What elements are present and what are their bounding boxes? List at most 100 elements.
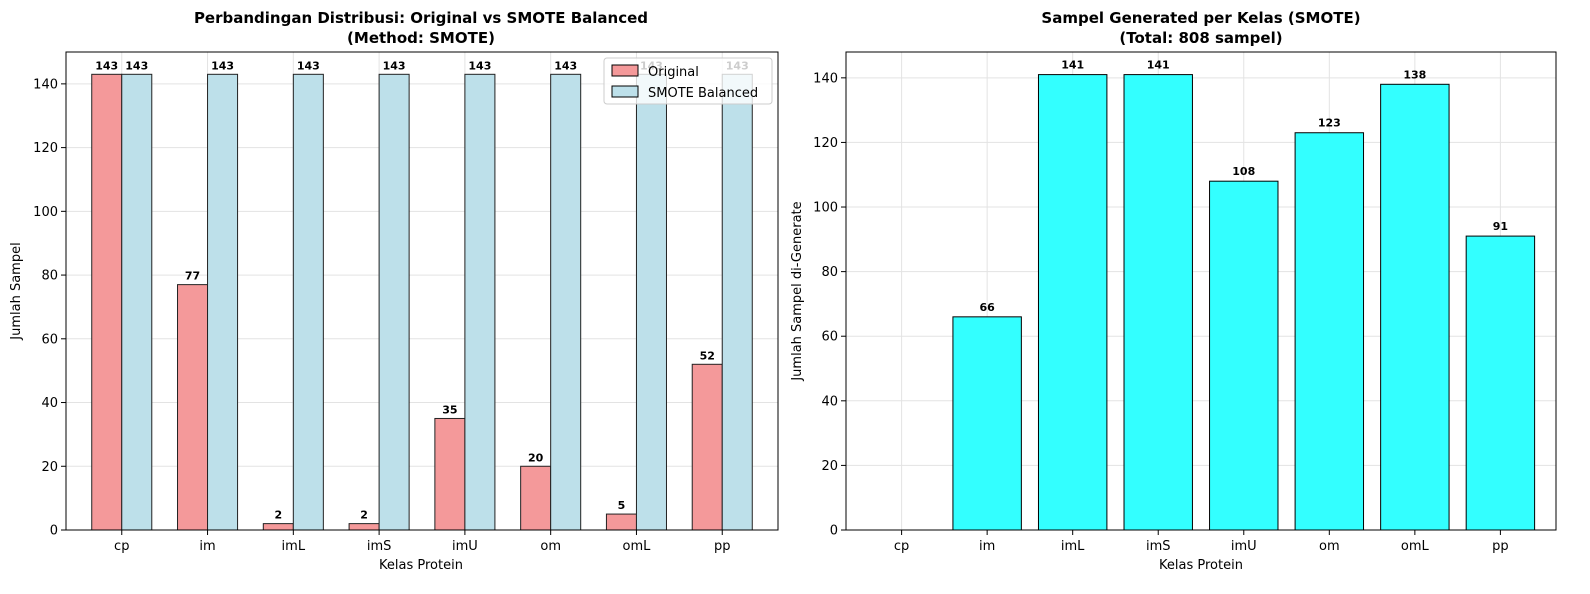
y-tick-label: 0 (50, 524, 58, 539)
chart-generated-per-class: Sampel Generated per Kelas (SMOTE) (Tota… (790, 9, 1557, 573)
x-tick-label: pp (1492, 539, 1509, 554)
x-tick-label: om (1319, 539, 1340, 554)
x-tick-label: imS (1146, 539, 1171, 554)
bar-original (262, 523, 294, 531)
bar-value-label: 143 (554, 59, 577, 72)
y-tick-label: 20 (821, 459, 838, 474)
chart-original-vs-smote: Perbandingan Distribusi: Original vs SMO… (9, 9, 779, 573)
bar-value-label: 143 (297, 59, 320, 72)
y-axis-label: Jumlah Sampel (9, 242, 24, 340)
bar-value-label: 77 (185, 270, 200, 283)
y-tick-label: 120 (33, 141, 58, 156)
bar-value-label: 2 (274, 509, 282, 522)
grid (66, 52, 778, 531)
y-tick-label: 120 (813, 136, 838, 151)
bar-generated (1037, 74, 1108, 531)
x-tick-label: omL (623, 539, 652, 554)
bar-value-label: 143 (383, 59, 406, 72)
y-tick-label: 140 (813, 71, 838, 86)
legend-label-original: Original (648, 65, 699, 80)
axes: 0 20 40 60 80 100 120 140 cp im imL imS imU om omL pp (33, 51, 779, 554)
y-tick-label: 60 (821, 330, 838, 345)
bar-value-label: 141 (1061, 59, 1084, 72)
bars (91, 73, 753, 531)
chart-subtitle: (Method: SMOTE) (347, 29, 495, 47)
y-tick-label: 80 (41, 269, 58, 284)
chart-subtitle: (Total: 808 sampel) (1119, 29, 1282, 47)
bar-generated (1294, 132, 1365, 531)
bar-value-label: 143 (125, 59, 148, 72)
bar-original (605, 513, 637, 531)
bar-value-label: 143 (468, 59, 491, 72)
bar-generated (1209, 180, 1279, 531)
y-tick-label: 140 (33, 77, 58, 92)
x-tick-label: omL (1401, 539, 1430, 554)
bar-value-label: 2 (360, 509, 368, 522)
plot-frame (65, 51, 779, 531)
bar-generated (1123, 74, 1193, 531)
x-tick-label: imU (1231, 539, 1257, 554)
bar-value-label: 66 (979, 301, 995, 314)
bars (952, 74, 1536, 531)
bar-smote-balanced (207, 73, 239, 531)
x-tick-label: cp (114, 539, 129, 554)
bar-value-label: 35 (442, 403, 457, 416)
x-axis-label: Kelas Protein (379, 558, 463, 573)
y-tick-label: 40 (821, 394, 838, 409)
bar-smote-balanced (635, 73, 667, 531)
bar-value-label: 143 (211, 59, 234, 72)
bar-smote-balanced (292, 73, 324, 531)
bar-value-label: 141 (1147, 59, 1170, 72)
bar-value-label: 108 (1232, 165, 1255, 178)
y-tick-label: 100 (813, 201, 838, 216)
x-tick-label: im (979, 539, 995, 554)
y-tick-label: 40 (41, 396, 58, 411)
bar-smote-balanced (378, 73, 410, 531)
bar-value-label: 5 (618, 499, 626, 512)
bar-smote-balanced (464, 73, 496, 531)
bar-value-label: 123 (1318, 117, 1341, 130)
x-tick-label: imU (452, 539, 478, 554)
legend-box (603, 57, 773, 105)
y-tick-label: 20 (41, 460, 58, 475)
chart-title: Sampel Generated per Kelas (SMOTE) (1041, 9, 1360, 27)
x-tick-label: om (540, 539, 561, 554)
bar-value-label: 52 (700, 349, 715, 362)
x-tick-label: imL (1061, 539, 1085, 554)
bar-value-label: 143 (95, 59, 118, 72)
plot-frame (845, 51, 1557, 531)
x-tick-label: pp (714, 539, 731, 554)
y-tick-label: 80 (821, 265, 838, 280)
bar-generated (1465, 235, 1536, 531)
y-tick-label: 0 (830, 524, 838, 539)
y-axis-label: Jumlah Sampel di-Generate (790, 201, 805, 381)
x-axis-label: Kelas Protein (1159, 558, 1243, 573)
bar-original (348, 523, 380, 531)
chart-title: Perbandingan Distribusi: Original vs SMO… (194, 9, 648, 27)
bar-value-label: 138 (1403, 68, 1426, 81)
x-tick-label: imL (282, 539, 306, 554)
bar-original (434, 417, 466, 531)
x-tick-label: cp (894, 539, 909, 554)
bar-original (177, 284, 209, 531)
bar-smote-balanced (550, 73, 582, 531)
axes: 0 20 40 60 80 100 120 140 cp im imL imS imU om omL pp (813, 51, 1557, 554)
legend-swatch-original (611, 64, 639, 77)
y-tick-label: 60 (41, 332, 58, 347)
x-tick-label: imS (367, 539, 392, 554)
bar-original (691, 363, 723, 531)
bar-value-label: 20 (528, 451, 544, 464)
bar-original (91, 73, 123, 531)
x-tick-label: im (199, 539, 215, 554)
bar-smote-balanced (721, 73, 753, 531)
y-tick-label: 100 (33, 205, 58, 220)
bar-generated (952, 316, 1022, 531)
legend-swatch-smote-balanced (611, 85, 639, 98)
bar-smote-balanced (121, 73, 153, 531)
bar-labels: 66 141 141 108 123 138 91 (979, 59, 1508, 314)
bar-value-label: 91 (1493, 220, 1508, 233)
legend-label-smote-balanced: SMOTE Balanced (648, 86, 758, 101)
bar-generated (1380, 83, 1450, 531)
